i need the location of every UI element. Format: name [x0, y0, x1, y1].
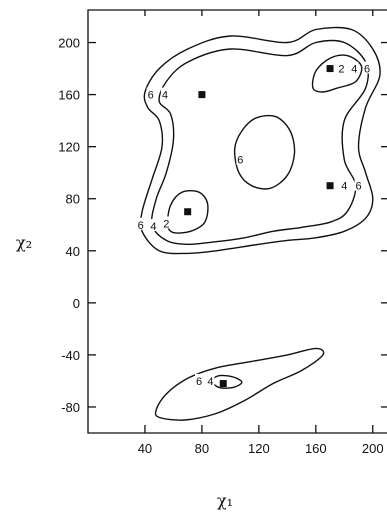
contour-label-bg	[149, 219, 158, 232]
contour-label-bg	[162, 216, 171, 229]
contour-mid-4	[150, 39, 369, 246]
contour-level-label: 6	[138, 220, 144, 232]
x-tick-label: 200	[362, 441, 384, 456]
y-tick-label: 80	[66, 192, 80, 207]
contour-level-label: 2	[338, 64, 344, 76]
contour-level-label: 6	[364, 64, 370, 76]
contour-center-6	[233, 114, 296, 190]
y-tick-label: 40	[66, 244, 80, 259]
contour-level-label: 4	[341, 181, 347, 193]
contour-lower-inner-4	[211, 374, 243, 389]
contour-label-bg	[206, 373, 215, 386]
minimum-marker	[184, 208, 192, 216]
plot-frame	[87, 9, 387, 434]
contour-level-label: 6	[237, 155, 243, 167]
contour-level-label: 4	[351, 64, 357, 76]
contour-level-label: 4	[162, 90, 168, 102]
minimum-marker	[326, 182, 334, 190]
contour-label-bg	[340, 178, 349, 191]
contour-level-label: 4	[207, 376, 213, 388]
y-tick-label: 200	[58, 36, 80, 51]
contour-label-bg	[236, 152, 245, 165]
minimum-marker	[326, 65, 334, 73]
x-axis-label: χ₁	[217, 491, 233, 510]
contour-label-bg	[363, 61, 372, 74]
y-tick-label: 0	[73, 296, 80, 311]
x-tick-label: 120	[248, 441, 270, 456]
minimum-marker	[219, 380, 227, 388]
contour-inner-2-high	[311, 54, 363, 93]
x-tick-label: 40	[138, 441, 152, 456]
contour-level-label: 6	[355, 181, 361, 193]
contour-inner-2-low	[166, 189, 209, 234]
y-tick-label: 120	[58, 140, 80, 155]
contour-outer-6	[139, 26, 381, 255]
x-tick-label: 160	[305, 441, 327, 456]
x-tick-label: 80	[195, 441, 209, 456]
contour-label-bg	[354, 178, 363, 191]
contour-level-label: 6	[148, 90, 154, 102]
contour-label-bg	[146, 87, 155, 100]
contour-level-label: 2	[163, 218, 169, 230]
contour-level-label: 6	[196, 376, 202, 388]
contour-label-bg	[195, 373, 204, 386]
y-axis-label: χ₂	[16, 233, 32, 252]
contour-label-bg	[136, 217, 145, 230]
y-tick-label: -80	[61, 400, 80, 415]
contour-label-bg	[350, 61, 359, 74]
minimum-marker	[198, 91, 206, 99]
contour-level-label: 4	[150, 221, 156, 233]
y-tick-label: -40	[61, 348, 80, 363]
y-tick-label: 160	[58, 88, 80, 103]
contour-label-bg	[160, 87, 169, 100]
contour-label-bg	[337, 61, 346, 74]
